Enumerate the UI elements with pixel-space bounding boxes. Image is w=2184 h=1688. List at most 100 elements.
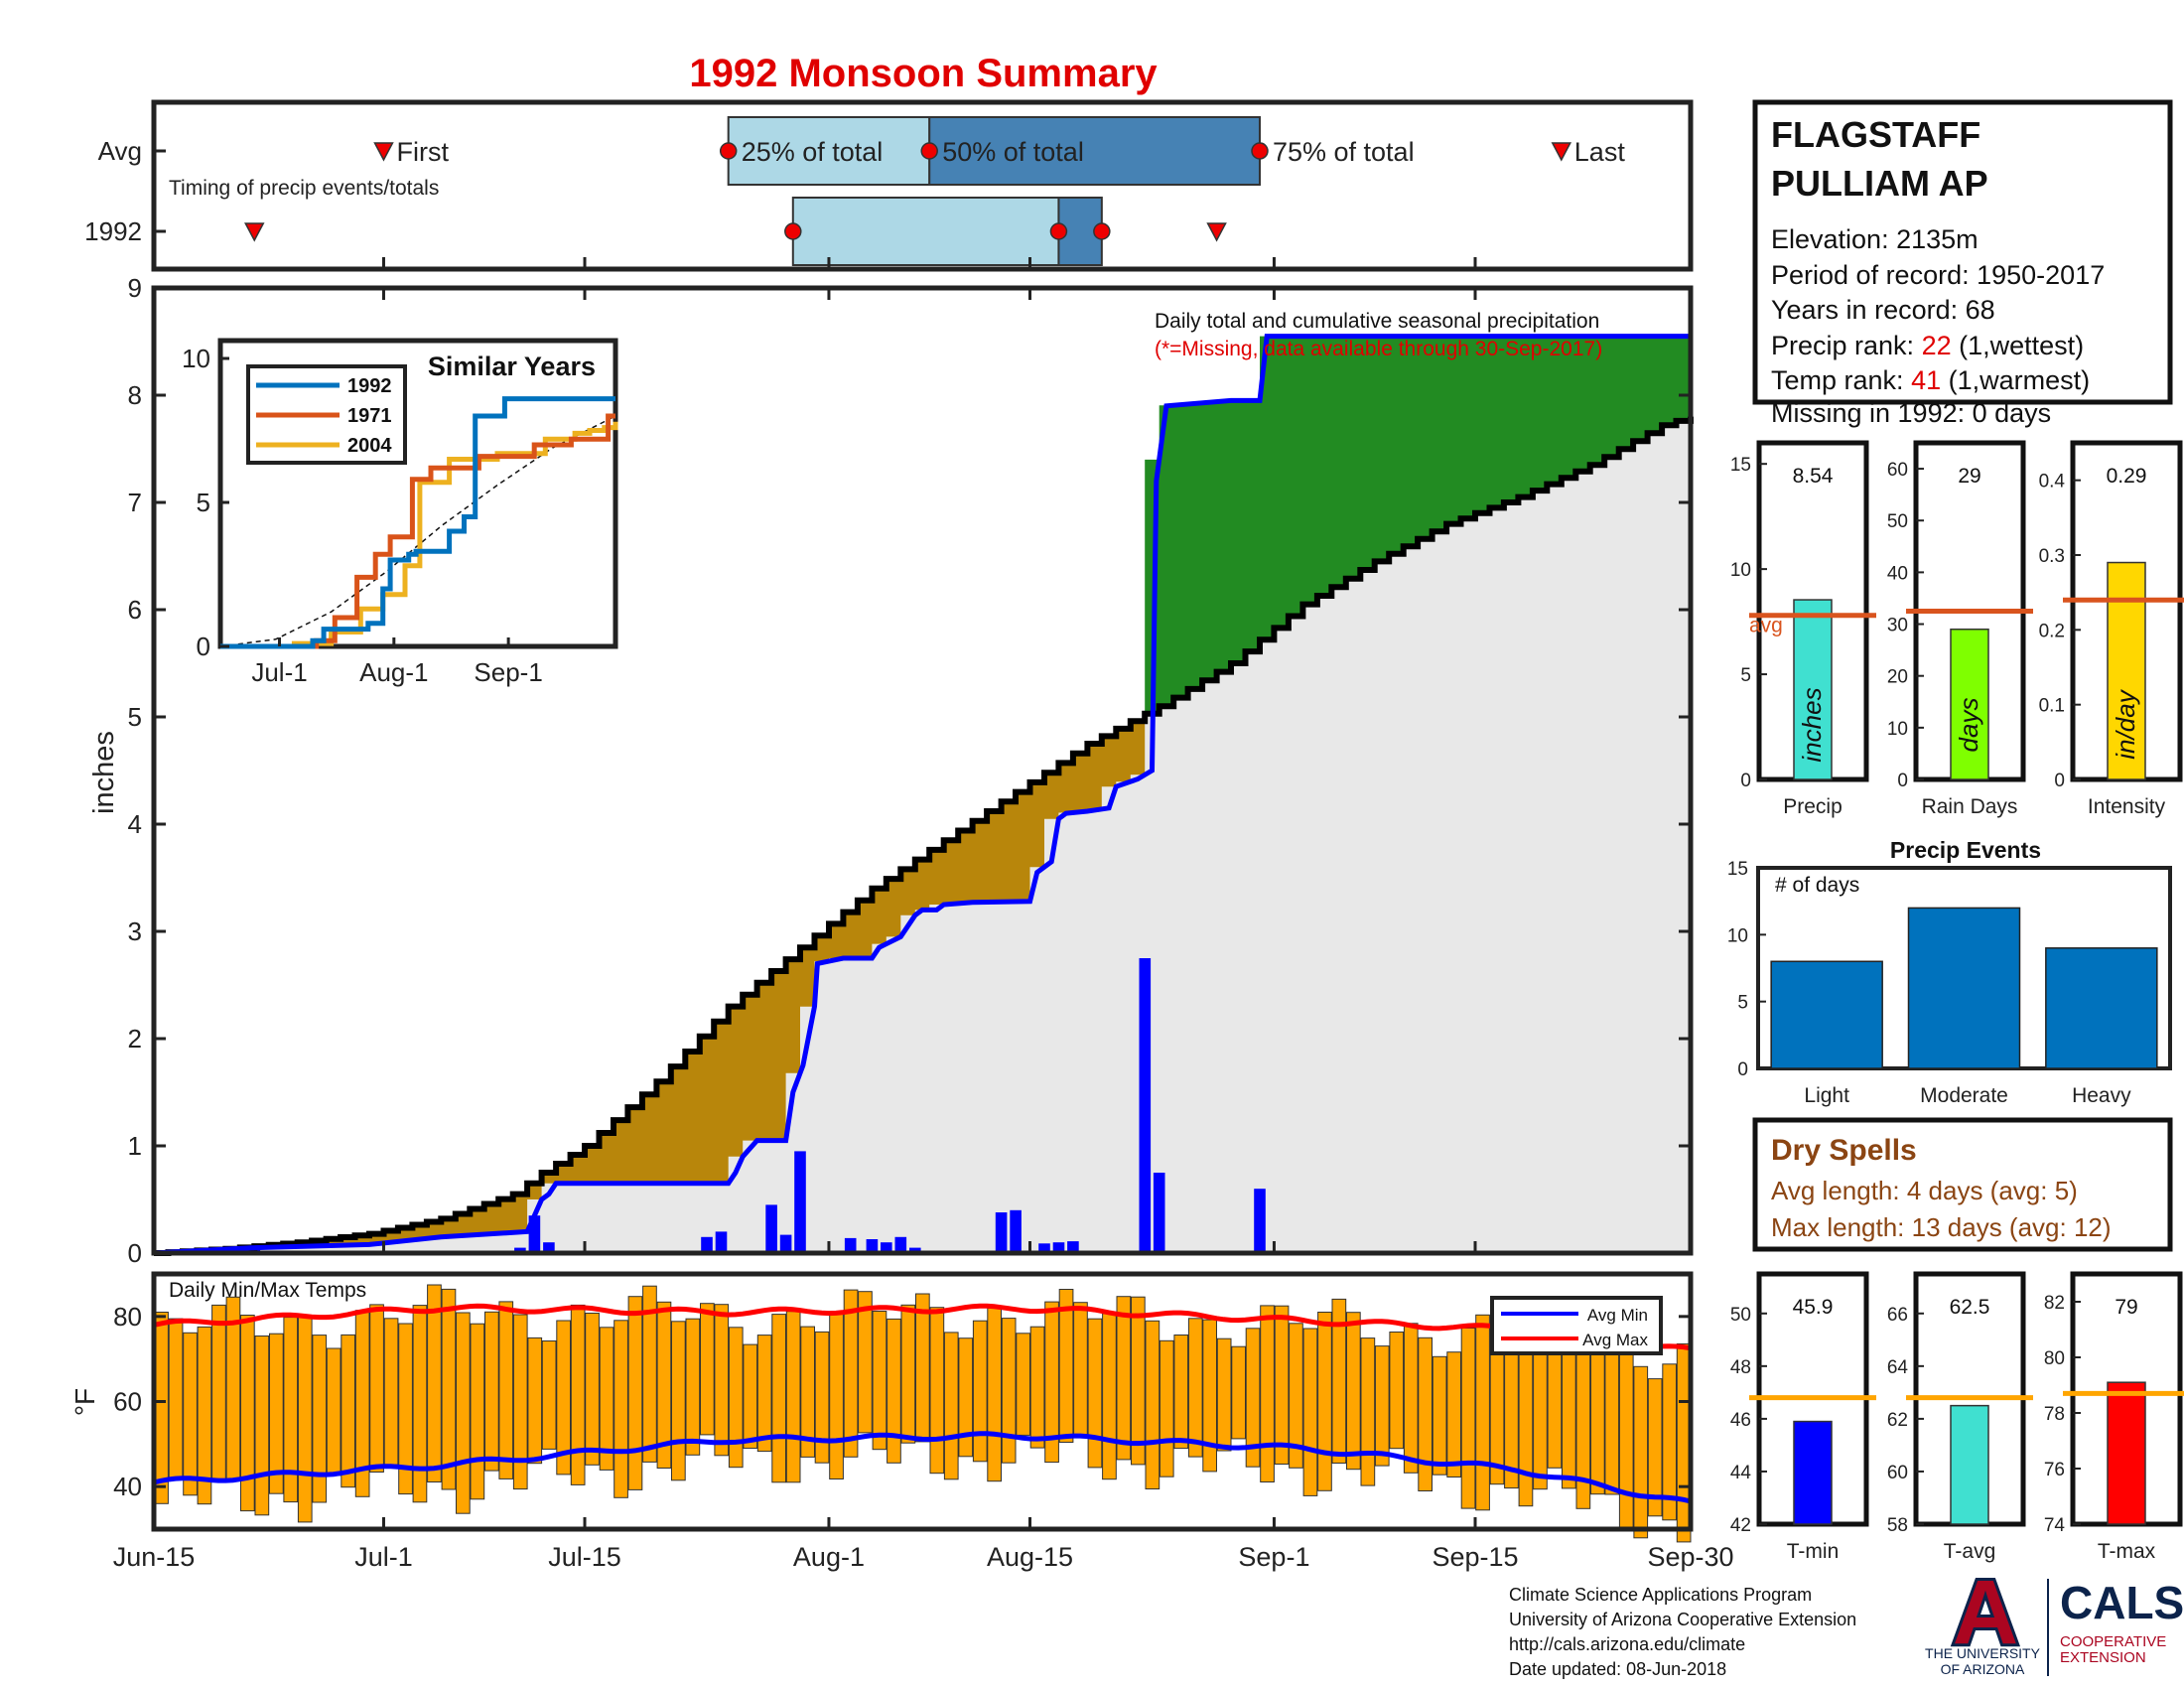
t-min-tick-label: 44 xyxy=(1730,1463,1752,1483)
daily-temp-bar xyxy=(915,1293,930,1443)
daily-temp-bar xyxy=(1432,1355,1447,1476)
avg-last-marker xyxy=(1551,142,1572,162)
daily-temp-bar xyxy=(1360,1337,1376,1486)
daily-temp-bar xyxy=(1633,1365,1649,1539)
daily-temp-bar xyxy=(1374,1345,1390,1467)
temp-y-tick-label: 80 xyxy=(113,1302,142,1332)
daily-precip-bar xyxy=(779,1234,792,1253)
daily-precip-bar xyxy=(528,1215,541,1253)
daily-temp-bar xyxy=(1331,1298,1347,1465)
cooperative-line1: COOPERATIVE xyxy=(2060,1633,2166,1650)
precip-tick-label: 0 xyxy=(1740,771,1751,791)
t-min-tick-label: 48 xyxy=(1730,1357,1751,1378)
rain-days-unit: days xyxy=(1954,698,1983,753)
daily-temp-bar xyxy=(987,1307,1002,1482)
temperature-title: Daily Min/Max Temps xyxy=(169,1279,366,1302)
daily-temp-bar xyxy=(858,1291,873,1434)
legend-avg-max-label: Avg Max xyxy=(1582,1331,1648,1349)
t-min-tick-label: 42 xyxy=(1730,1515,1751,1536)
t-avg-tick-label: 64 xyxy=(1887,1357,1909,1378)
daily-precip-bar xyxy=(1038,1243,1050,1253)
dry-spells-max: Max length: 13 days (avg: 12) xyxy=(1771,1212,2112,1242)
daily-temp-bar xyxy=(800,1326,815,1458)
precip-panel: 0 1 2 3 4 5 6 7 8 9 inches Daily total and cumula… xyxy=(88,273,1694,1268)
precip-rank-suffix: (1,wettest) xyxy=(1952,331,2085,360)
inset-y-tick-label: 5 xyxy=(197,488,210,517)
station-name-line2: PULLIAM AP xyxy=(1771,163,1988,204)
inset-title: Similar Years xyxy=(428,352,596,381)
daily-temp-bar xyxy=(254,1336,270,1516)
ua-logo-letter: A xyxy=(1953,1562,2018,1663)
daily-precip-bar xyxy=(701,1236,713,1253)
daily-temp-bar xyxy=(1087,1318,1103,1469)
footer-line3: http://cals.arizona.edu/climate xyxy=(1509,1634,1745,1654)
daily-temp-bar xyxy=(369,1304,384,1474)
precip-bar xyxy=(1793,599,1833,780)
university-logo: A A THE UNIVERSITY OF ARIZONA xyxy=(1925,1559,2041,1677)
intensity-unit: in/day xyxy=(2111,688,2140,759)
temperature-panel: Jun-15 Jul-1 Jul-15 Aug-1 Aug-15 Sep-1 Sep-15 S… xyxy=(69,1271,1734,1572)
dry-spells-box: Dry Spells Avg length: 4 days (avg: 5) M… xyxy=(1752,1117,2173,1252)
rain-days-tick-label: 10 xyxy=(1887,719,1908,740)
daily-temp-bar xyxy=(168,1318,184,1480)
t-max-bar xyxy=(2107,1381,2146,1525)
daily-temp-bar xyxy=(326,1347,341,1477)
timing-label-50: 50% of total xyxy=(942,137,1084,167)
precip-tick-label: 15 xyxy=(1730,455,1751,476)
daily-temp-bar xyxy=(1289,1323,1303,1469)
daily-temp-bar xyxy=(900,1304,916,1444)
station-info-box: FLAGSTAFF PULLIAM AP Elevation: 2135m Pe… xyxy=(1752,99,2173,428)
daily-precip-bar xyxy=(1067,1241,1079,1253)
above-average-surplus-area xyxy=(154,336,1691,1254)
temp-y-tick-label: 60 xyxy=(113,1387,142,1417)
t-min-tick-label: 50 xyxy=(1730,1305,1751,1326)
t-avg-tick-label: 60 xyxy=(1887,1463,1908,1483)
rain-days-tick-label: 20 xyxy=(1887,667,1908,688)
t-avg-label: T-avg xyxy=(1944,1540,1996,1563)
daily-temp-bar xyxy=(412,1305,428,1503)
inset-average-line xyxy=(219,415,616,647)
precip-tick-label: 5 xyxy=(1740,665,1751,686)
events-tick-label: 15 xyxy=(1727,859,1748,880)
precip-events-panel: Precip Events Light Moderate Heavy 0 5 10 15 #… xyxy=(1727,837,2172,1107)
cooperative-line2: EXTENSION xyxy=(2060,1649,2146,1666)
t-min-bar xyxy=(1793,1420,1833,1525)
daily-precip-bar xyxy=(543,1242,555,1253)
daily-temp-bar xyxy=(671,1321,686,1481)
intensity-panel: 0.29 Intensity 0 0.1 0.2 0.3 0.4 in/day xyxy=(2039,440,2184,818)
precip-rank-label: Precip rank: xyxy=(1771,331,1922,360)
daily-temp-bar xyxy=(1116,1296,1132,1461)
daily-precip-bar xyxy=(1052,1242,1065,1253)
t-max-tick-label: 78 xyxy=(2044,1404,2065,1425)
daily-temp-bar xyxy=(527,1336,543,1465)
intensity-tick-label: 0.3 xyxy=(2039,546,2065,567)
rain-days-tick-label: 0 xyxy=(1897,771,1908,791)
intensity-tick-label: 0.4 xyxy=(2039,472,2066,492)
events-tick-label: 10 xyxy=(1727,925,1748,946)
precip-y-tick-label: 8 xyxy=(128,380,142,410)
daily-temp-bar xyxy=(700,1303,715,1436)
t-min-label: T-min xyxy=(1787,1540,1840,1563)
station-frame xyxy=(1752,99,2173,405)
inset-series-line-2004 xyxy=(220,421,618,649)
t-max-tick-label: 76 xyxy=(2044,1460,2065,1480)
timing-caption: Timing of precip events/totals xyxy=(169,177,439,200)
daily-precip-bar xyxy=(995,1212,1008,1253)
daily-temp-bar xyxy=(1274,1305,1290,1465)
t-avg-value: 62.5 xyxy=(1950,1296,1990,1319)
daily-temp-bar xyxy=(1317,1312,1332,1491)
daily-temp-bar xyxy=(570,1304,586,1485)
t-min-value: 45.9 xyxy=(1793,1296,1834,1319)
precip-unit: inches xyxy=(1797,687,1827,762)
avg-min-temp-line xyxy=(153,1431,1692,1504)
t-max-label: T-max xyxy=(2098,1540,2156,1563)
t-avg-panel: 62.5 T-avg 58 60 62 64 66 xyxy=(1887,1271,2033,1563)
daily-temp-bar xyxy=(1044,1301,1059,1464)
daily-temp-bar xyxy=(771,1314,786,1483)
t-min-panel: 45.9 T-min 42 44 46 48 50 xyxy=(1730,1271,1876,1563)
station-period: Period of record: 1950-2017 xyxy=(1771,260,2105,290)
inset-legend-label: 1971 xyxy=(347,405,392,427)
daily-temp-bar xyxy=(642,1285,657,1463)
daily-temp-bar xyxy=(1562,1333,1576,1489)
precip-ylabel: inches xyxy=(88,731,120,814)
